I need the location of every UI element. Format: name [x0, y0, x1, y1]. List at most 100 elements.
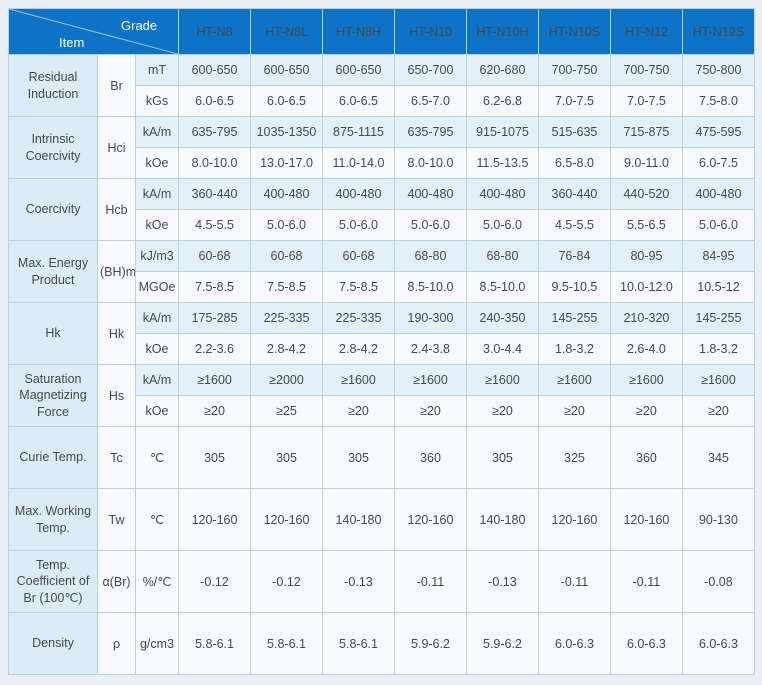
- unit-cell: MGOe: [134, 271, 180, 303]
- value-cell: 325: [537, 426, 611, 489]
- value-cell: 225-335: [250, 302, 323, 334]
- value-cell: 5.0-6.0: [465, 209, 539, 241]
- value-cell: ≥1600: [681, 364, 756, 396]
- table-row: Max. Working Temp. Tw ℃ 120-160 120-160 140-1…: [8, 488, 756, 551]
- table-row: kOe 4.5-5.5 5.0-6.0 5.0-6.0 5.0-6.0 5.0-6.0 4.…: [9, 209, 756, 241]
- table-row: Curie Temp. Tc ℃ 305 305 305 360 305 325 360 345: [8, 426, 756, 489]
- table-body: Residual Induction Br mT 600-650 600-650 600-…: [8, 54, 756, 675]
- value-cell: ≥1600: [537, 364, 611, 396]
- value-cell: ≥1600: [393, 364, 467, 396]
- unit-cell: kA/m: [134, 116, 180, 148]
- item-cell: Hk: [8, 302, 98, 365]
- value-cell: 8.5-10.0: [393, 271, 467, 303]
- symbol-cell: Br: [97, 54, 136, 117]
- value-cell: 6.0-6.5: [178, 85, 252, 117]
- value-cell: 60-68: [322, 240, 395, 272]
- value-cell: ≥20: [609, 395, 683, 427]
- table-row: MGOe 7.5-8.5 7.5-8.5 7.5-8.5 8.5-10.0 8.5-10.…: [9, 271, 756, 303]
- grade-header: HT-N8: [178, 8, 252, 55]
- value-cell: ≥1600: [178, 364, 252, 396]
- value-cell: 120-160: [537, 488, 611, 551]
- value-cell: 225-335: [322, 302, 395, 334]
- value-cell: 305: [322, 426, 395, 489]
- table-row: Coercivity Hcb kA/m 360-440 400-480 400-480 40…: [8, 178, 756, 241]
- symbol-cell: Hcb: [97, 178, 136, 241]
- value-cell: ≥20: [465, 395, 539, 427]
- value-cell: 635-795: [393, 116, 467, 148]
- value-cell: 140-180: [322, 488, 395, 551]
- value-cell: 360: [393, 426, 467, 489]
- value-cell: 7.5-8.5: [178, 271, 252, 303]
- value-cell: 7.5-8.5: [250, 271, 323, 303]
- value-cell: 120-160: [178, 488, 252, 551]
- value-cell: -0.12: [250, 550, 323, 613]
- value-cell: 5.0-6.0: [393, 209, 467, 241]
- value-cell: 60-68: [178, 240, 252, 272]
- header-row: Grade Item HT-N8 HT-N8L HT-N8H HT-N10 HT-N10…: [7, 8, 756, 55]
- value-cell: 6.0-6.3: [609, 612, 683, 675]
- item-cell: Max. Working Temp.: [8, 488, 98, 551]
- value-cell: 700-750: [537, 54, 611, 86]
- value-cell: 175-285: [178, 302, 252, 334]
- value-cell: 400-480: [393, 178, 467, 210]
- value-cell: 1035-1350: [250, 116, 323, 148]
- value-cell: 120-160: [393, 488, 467, 551]
- item-cell: Saturation Magnetizing Force: [8, 364, 98, 427]
- value-cell: 700-750: [609, 54, 683, 86]
- value-cell: 5.9-6.2: [393, 612, 467, 675]
- item-cell: Temp. Coefficient of Br (100℃): [8, 550, 98, 613]
- value-cell: 2.4-3.8: [393, 333, 467, 365]
- value-cell: 2.8-4.2: [322, 333, 395, 365]
- table-row: Saturation Magnetizing Force Hs kA/m ≥1600 ≥…: [8, 364, 756, 427]
- value-cell: 715-875: [609, 116, 683, 148]
- value-cell: 190-300: [393, 302, 467, 334]
- grade-header: HT-N10H: [465, 8, 539, 55]
- table-header: Grade Item HT-N8 HT-N8L HT-N8H HT-N10 HT-N10…: [7, 8, 756, 55]
- unit-cell: mT: [134, 54, 180, 86]
- symbol-cell: Tc: [97, 426, 136, 489]
- unit-cell: kA/m: [134, 178, 180, 210]
- value-cell: 305: [250, 426, 323, 489]
- value-cell: -0.13: [322, 550, 395, 613]
- value-cell: 10.5-12: [681, 271, 756, 303]
- grade-header: HT-N12S: [681, 8, 756, 55]
- value-cell: 68-80: [465, 240, 539, 272]
- item-cell: Max. Energy Product: [8, 240, 98, 303]
- value-cell: 10.0-12.0: [609, 271, 683, 303]
- table-row: Density ρ g/cm3 5.8-6.1 5.8-6.1 5.8-6.1 5.9-6.…: [8, 612, 756, 675]
- value-cell: 6.0-6.3: [681, 612, 756, 675]
- grade-header: HT-N10: [393, 8, 467, 55]
- value-cell: 5.5-6.5: [609, 209, 683, 241]
- value-cell: 4.5-5.5: [537, 209, 611, 241]
- value-cell: 5.9-6.2: [465, 612, 539, 675]
- value-cell: ≥1600: [609, 364, 683, 396]
- value-cell: 9.5-10.5: [537, 271, 611, 303]
- value-cell: ≥1600: [322, 364, 395, 396]
- value-cell: 80-95: [609, 240, 683, 272]
- grade-header: HT-N10S: [537, 8, 611, 55]
- unit-cell: kOe: [134, 209, 180, 241]
- magnet-grades-table: Grade Item HT-N8 HT-N8L HT-N8H HT-N10 HT-N10…: [7, 8, 756, 675]
- grade-header: HT-N12: [609, 8, 683, 55]
- value-cell: 6.0-6.3: [537, 612, 611, 675]
- value-cell: 360-440: [178, 178, 252, 210]
- value-cell: 620-680: [465, 54, 539, 86]
- value-cell: 6.0-6.5: [322, 85, 395, 117]
- value-cell: 2.2-3.6: [178, 333, 252, 365]
- value-cell: 7.5-8.0: [681, 85, 756, 117]
- value-cell: 210-320: [609, 302, 683, 334]
- value-cell: ≥25: [250, 395, 323, 427]
- value-cell: 140-180: [465, 488, 539, 551]
- unit-cell: kA/m: [134, 302, 180, 334]
- corner-cell: Grade Item: [7, 8, 180, 55]
- value-cell: 915-1075: [465, 116, 539, 148]
- value-cell: 6.2-6.8: [465, 85, 539, 117]
- value-cell: 8.0-10.0: [178, 147, 252, 179]
- value-cell: ≥20: [393, 395, 467, 427]
- value-cell: 360-440: [537, 178, 611, 210]
- symbol-cell: (BH)m: [97, 240, 136, 303]
- value-cell: 635-795: [178, 116, 252, 148]
- value-cell: -0.12: [178, 550, 252, 613]
- diagonal-divider: [9, 9, 178, 54]
